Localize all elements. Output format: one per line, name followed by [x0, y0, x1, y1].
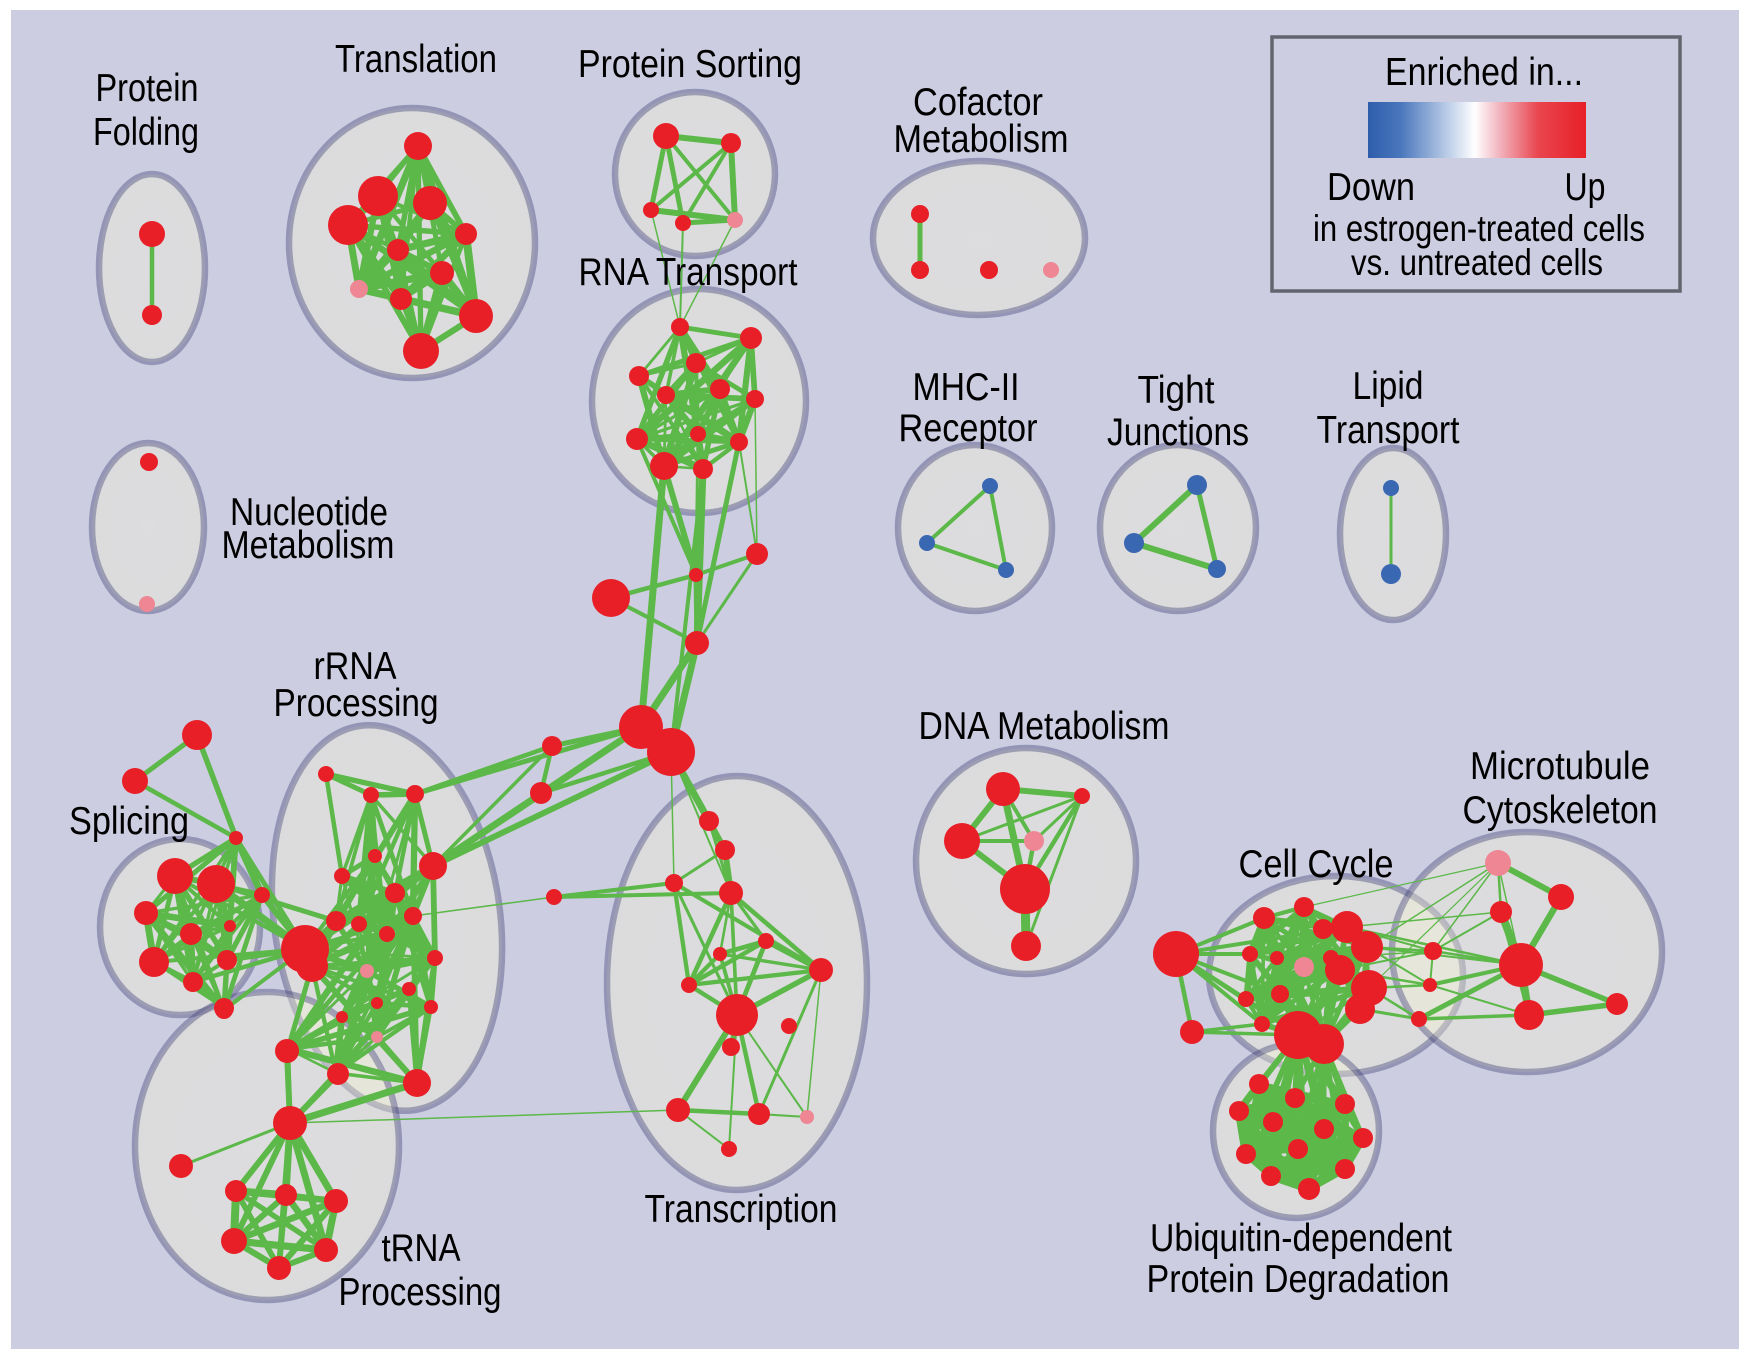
- svg-text:Protein: Protein: [96, 67, 199, 110]
- svg-text:Cofactor: Cofactor: [913, 81, 1043, 124]
- svg-text:vs. untreated cells: vs. untreated cells: [1351, 242, 1603, 283]
- svg-text:Translation: Translation: [335, 38, 497, 81]
- svg-text:Microtubule: Microtubule: [1470, 745, 1650, 788]
- svg-text:Processing: Processing: [274, 682, 439, 725]
- svg-text:Protein Degradation: Protein Degradation: [1147, 1258, 1450, 1301]
- svg-text:tRNA: tRNA: [382, 1227, 461, 1270]
- svg-text:Metabolism: Metabolism: [222, 524, 395, 567]
- svg-text:Down: Down: [1327, 166, 1415, 209]
- svg-text:Folding: Folding: [93, 111, 199, 154]
- svg-text:Metabolism: Metabolism: [894, 118, 1069, 161]
- svg-text:rRNA: rRNA: [314, 645, 397, 688]
- svg-text:Tight: Tight: [1138, 369, 1215, 412]
- svg-text:Processing: Processing: [339, 1271, 502, 1314]
- svg-text:RNA Transport: RNA Transport: [579, 251, 798, 294]
- svg-text:Ubiquitin-dependent: Ubiquitin-dependent: [1150, 1217, 1452, 1260]
- svg-text:Cell Cycle: Cell Cycle: [1239, 843, 1394, 886]
- svg-text:in estrogen-treated cells: in estrogen-treated cells: [1313, 208, 1645, 249]
- svg-text:Receptor: Receptor: [899, 407, 1038, 450]
- svg-text:DNA Metabolism: DNA Metabolism: [919, 705, 1170, 748]
- svg-text:Protein Sorting: Protein Sorting: [578, 43, 802, 86]
- svg-text:Enriched in...: Enriched in...: [1385, 51, 1583, 94]
- svg-text:Splicing: Splicing: [69, 800, 189, 843]
- svg-text:Cytoskeleton: Cytoskeleton: [1463, 789, 1658, 832]
- svg-text:Junctions: Junctions: [1107, 411, 1249, 454]
- svg-text:Up: Up: [1565, 166, 1606, 209]
- svg-text:Transport: Transport: [1317, 409, 1460, 452]
- svg-text:Transcription: Transcription: [645, 1188, 838, 1231]
- svg-text:MHC-II: MHC-II: [913, 366, 1020, 409]
- svg-text:Lipid: Lipid: [1353, 365, 1424, 408]
- svg-text:Nucleotide: Nucleotide: [230, 491, 388, 534]
